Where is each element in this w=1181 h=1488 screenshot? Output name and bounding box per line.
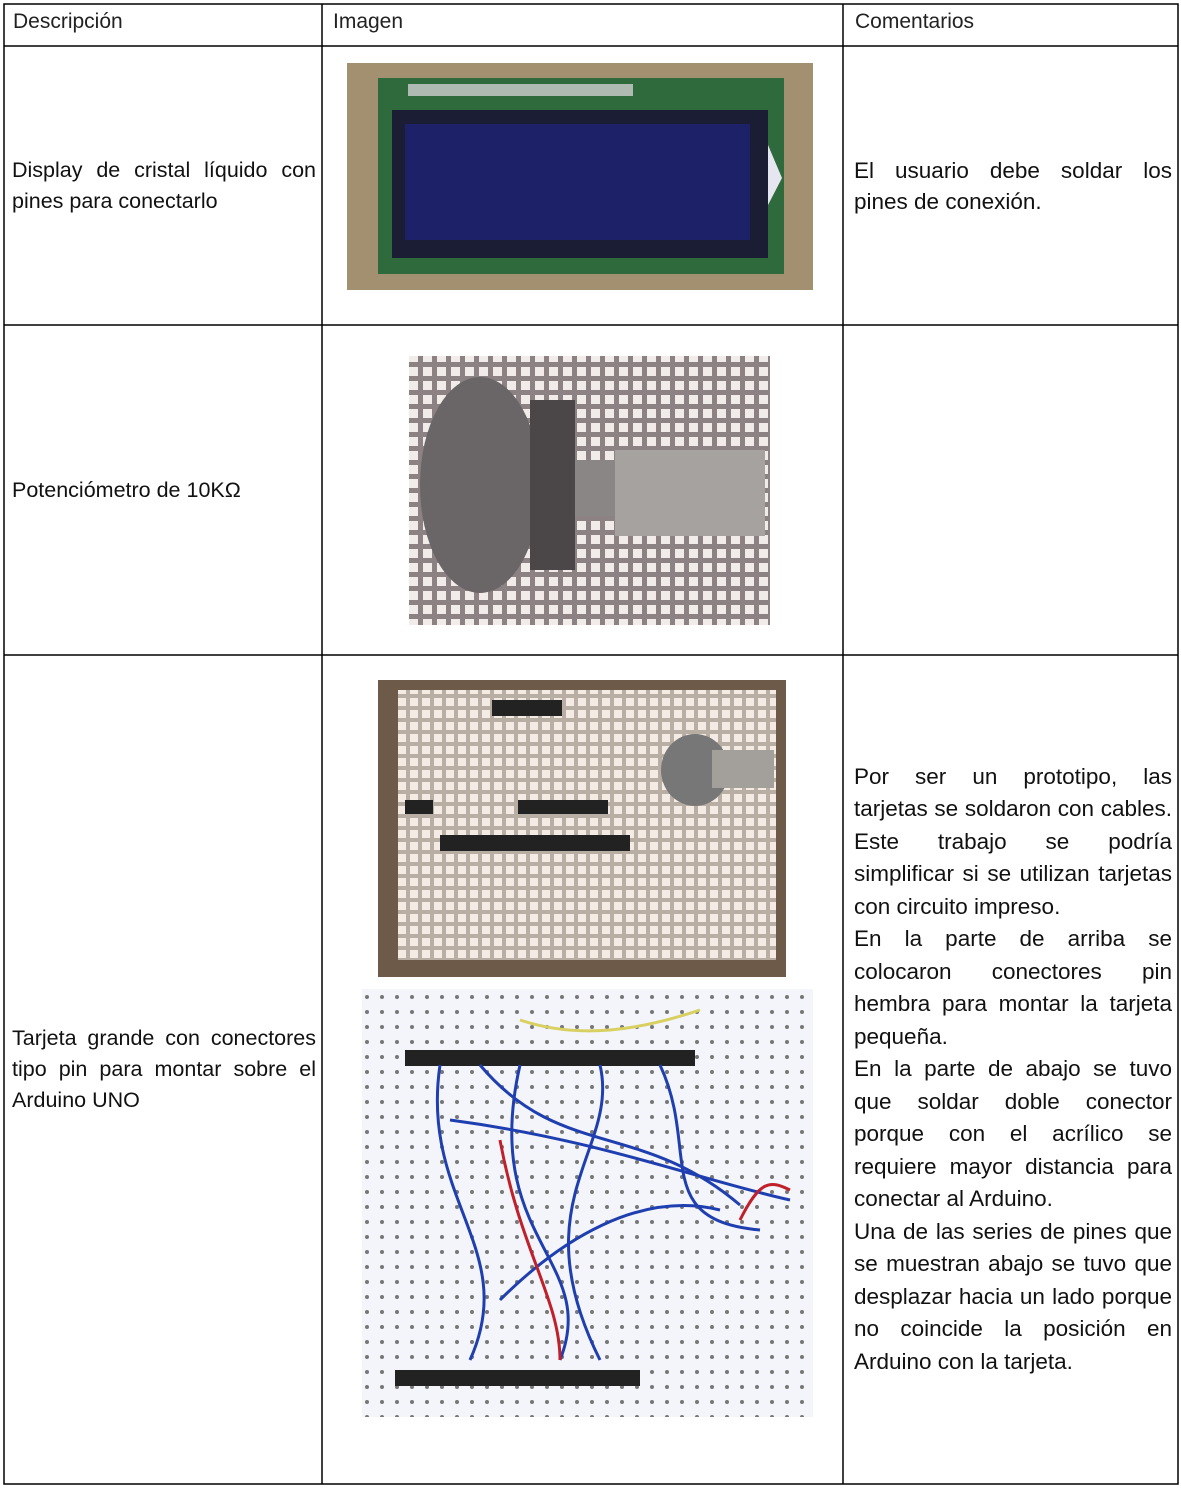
header-cell: Descripción <box>13 10 123 33</box>
comment-text: En la parte de arriba se colocaron conec… <box>854 926 1172 1049</box>
header-cell: Comentarios <box>855 10 975 33</box>
description-cell: Display de cristal líquido con pines par… <box>12 46 316 325</box>
comments-cell: Por ser un prototipo, las tarjetas se so… <box>854 655 1172 1484</box>
description-cell: Potenciómetro de 10KΩ <box>12 325 316 655</box>
header-cell: Imagen <box>333 10 404 33</box>
lcd-image <box>347 63 813 290</box>
description-text: Display de cristal líquido con pines par… <box>12 157 316 213</box>
description-text: Tarjeta grande con conectores tipo pin p… <box>12 1026 316 1112</box>
comments-cell: El usuario debe soldar los pines de cone… <box>854 46 1172 325</box>
description-text: Potenciómetro de 10KΩ <box>12 477 241 502</box>
comment-text: Por ser un prototipo, las tarjetas se so… <box>854 763 1172 919</box>
comment-text: En la parte de abajo se tuvo que soldar … <box>854 1056 1172 1212</box>
comment-text: El usuario debe soldar los pines de cone… <box>854 157 1172 214</box>
comment-text: Una de las series de pines que se muestr… <box>854 1218 1172 1374</box>
description-cell: Tarjeta grande con conectores tipo pin p… <box>12 655 316 1484</box>
potentiometer-image <box>409 356 770 625</box>
board-top-image <box>378 680 786 977</box>
board-bottom-image <box>362 989 813 1417</box>
